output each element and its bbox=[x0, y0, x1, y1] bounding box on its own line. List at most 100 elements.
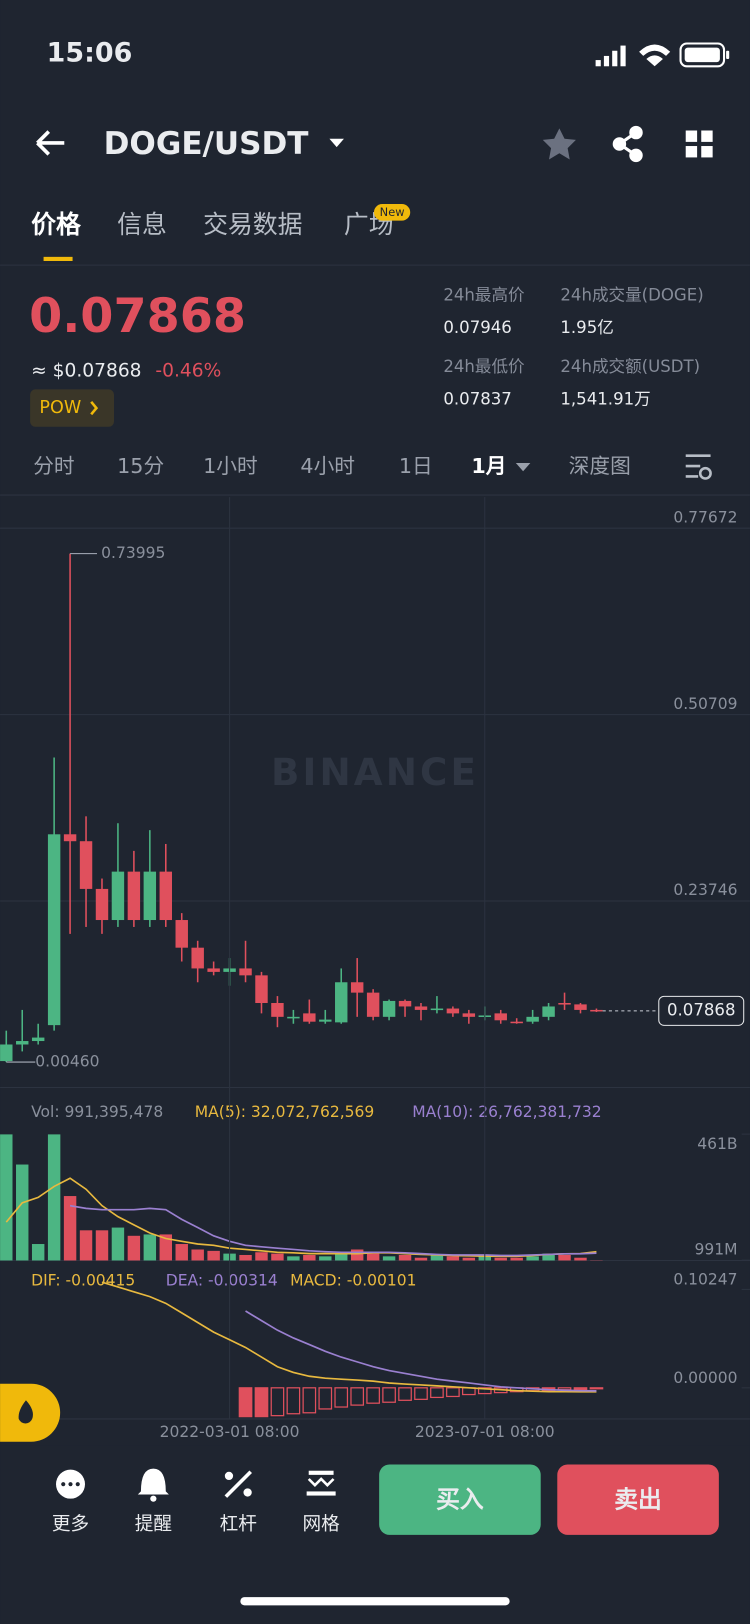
candle-body bbox=[430, 1008, 444, 1011]
bottom-item[interactable]: 网格 bbox=[303, 1514, 341, 1535]
volume-bar bbox=[79, 1230, 93, 1261]
tab[interactable]: 价格 bbox=[31, 210, 82, 239]
tag-text[interactable]: POW bbox=[39, 398, 81, 418]
candle-body bbox=[191, 947, 204, 969]
candle-body bbox=[16, 1041, 29, 1045]
volume-bar bbox=[255, 1252, 268, 1261]
candle-body bbox=[79, 841, 93, 889]
macd-bar bbox=[270, 1387, 285, 1417]
volume-bar bbox=[95, 1230, 109, 1261]
interval-tab[interactable]: 15分 bbox=[117, 454, 164, 478]
last-price: 0.07868 bbox=[29, 289, 246, 344]
candle-body bbox=[239, 968, 252, 976]
status-icons bbox=[595, 42, 730, 68]
pair-dropdown[interactable] bbox=[329, 138, 344, 148]
y-tick-label: 0.10247 bbox=[673, 1271, 737, 1289]
back-button[interactable] bbox=[36, 130, 65, 156]
share-button[interactable] bbox=[612, 125, 643, 163]
candle-body bbox=[542, 1006, 555, 1017]
sell-button[interactable] bbox=[557, 1464, 719, 1535]
volume-bar bbox=[414, 1257, 428, 1261]
volume-bar bbox=[143, 1234, 157, 1261]
macd-bar bbox=[477, 1387, 492, 1395]
legend-entry: MACD: -0.00101 bbox=[290, 1272, 416, 1290]
buy-button[interactable] bbox=[379, 1464, 541, 1535]
volume-bar bbox=[366, 1253, 380, 1261]
candle-body bbox=[510, 1021, 523, 1024]
badge-text: New bbox=[380, 205, 405, 219]
macd-bar bbox=[318, 1387, 333, 1410]
volume-legend: Vol: 991,395,478 bbox=[31, 1103, 163, 1121]
volume-bar bbox=[319, 1256, 332, 1261]
volume-bar bbox=[191, 1249, 204, 1261]
volume-bar bbox=[207, 1250, 220, 1261]
x-tick-label: 2022-03-01 08:00 bbox=[160, 1423, 300, 1441]
volume-bar bbox=[175, 1244, 188, 1261]
chart: BINANCE 0.77672 0.50709 0.23746 0.73995 0.004… bbox=[0, 497, 750, 1441]
candle-body bbox=[335, 982, 348, 1023]
y-tick-label: 991M bbox=[694, 1241, 737, 1259]
candle-body bbox=[31, 1037, 45, 1042]
volume-bar bbox=[335, 1253, 348, 1261]
candle-body bbox=[590, 1009, 603, 1012]
pair-title[interactable]: DOGE/USDT bbox=[104, 126, 310, 162]
chart-settings[interactable] bbox=[685, 454, 712, 480]
candle-body bbox=[558, 1003, 571, 1005]
macd-bar bbox=[238, 1387, 253, 1418]
bottom-item[interactable]: 更多 bbox=[52, 1514, 89, 1535]
tag[interactable] bbox=[30, 389, 114, 427]
candle-body bbox=[526, 1016, 539, 1022]
volume-bar bbox=[398, 1254, 412, 1261]
volume-bar bbox=[287, 1256, 300, 1261]
layout-button[interactable] bbox=[685, 130, 713, 158]
candle-body bbox=[319, 1019, 332, 1022]
interval-tab[interactable]: 深度图 bbox=[569, 454, 631, 478]
candle-body bbox=[159, 871, 172, 921]
floating-icon bbox=[18, 1400, 33, 1424]
status-time: 15:06 bbox=[47, 37, 133, 68]
bottom-item[interactable]: 提醒 bbox=[135, 1514, 172, 1535]
candle-body bbox=[0, 1044, 13, 1062]
x-tick-label: 2023-07-01 08:00 bbox=[415, 1423, 555, 1441]
macd-bar bbox=[286, 1387, 301, 1415]
candle-body bbox=[303, 1013, 316, 1022]
macd-bar bbox=[334, 1387, 349, 1408]
sell-label[interactable]: 卖出 bbox=[614, 1485, 662, 1513]
stat-value: 1.95亿 bbox=[560, 318, 613, 337]
interval-tab[interactable]: 1日 bbox=[399, 454, 433, 478]
candle-body bbox=[462, 1013, 476, 1017]
interval-dropdown bbox=[515, 462, 531, 472]
stat-value: 1,541.91万 bbox=[560, 389, 650, 408]
macd-bar bbox=[366, 1387, 380, 1404]
volume-bar bbox=[526, 1256, 539, 1261]
volume-bar bbox=[382, 1256, 396, 1261]
y-tick-label: 0.77672 bbox=[673, 508, 737, 526]
buy-label[interactable]: 买入 bbox=[436, 1485, 484, 1513]
macd-bar bbox=[398, 1387, 412, 1401]
candle-body bbox=[127, 871, 141, 921]
bottom-icons bbox=[56, 1468, 336, 1502]
price-change: -0.46% bbox=[155, 360, 221, 381]
interval-tab[interactable]: 4小时 bbox=[300, 454, 355, 478]
volume-bar bbox=[0, 1134, 13, 1261]
volume-bar bbox=[494, 1257, 507, 1261]
interval-tab[interactable]: 分时 bbox=[33, 454, 74, 478]
volume-bar bbox=[127, 1235, 141, 1261]
y-tick-label: 0.00000 bbox=[673, 1369, 737, 1387]
candle-body bbox=[207, 968, 220, 972]
bottom-item[interactable]: 杠杆 bbox=[220, 1514, 257, 1535]
interval-tab[interactable]: 1月 bbox=[471, 454, 506, 478]
stat-label: 24h最高价 bbox=[443, 286, 525, 305]
tab[interactable]: 信息 bbox=[117, 210, 167, 239]
volume-bar bbox=[271, 1253, 284, 1261]
volume-bar bbox=[47, 1134, 61, 1261]
candle-body bbox=[111, 871, 125, 921]
legend-entry: DEA: -0.00314 bbox=[166, 1272, 278, 1290]
legend-entry: MA(10): 26,762,381,732 bbox=[412, 1103, 601, 1121]
favorite-button[interactable] bbox=[542, 128, 576, 160]
candle-body bbox=[494, 1013, 507, 1021]
tab[interactable]: 交易数据 bbox=[203, 210, 302, 239]
home-indicator bbox=[240, 1597, 510, 1606]
interval-tab[interactable]: 1小时 bbox=[203, 454, 258, 478]
